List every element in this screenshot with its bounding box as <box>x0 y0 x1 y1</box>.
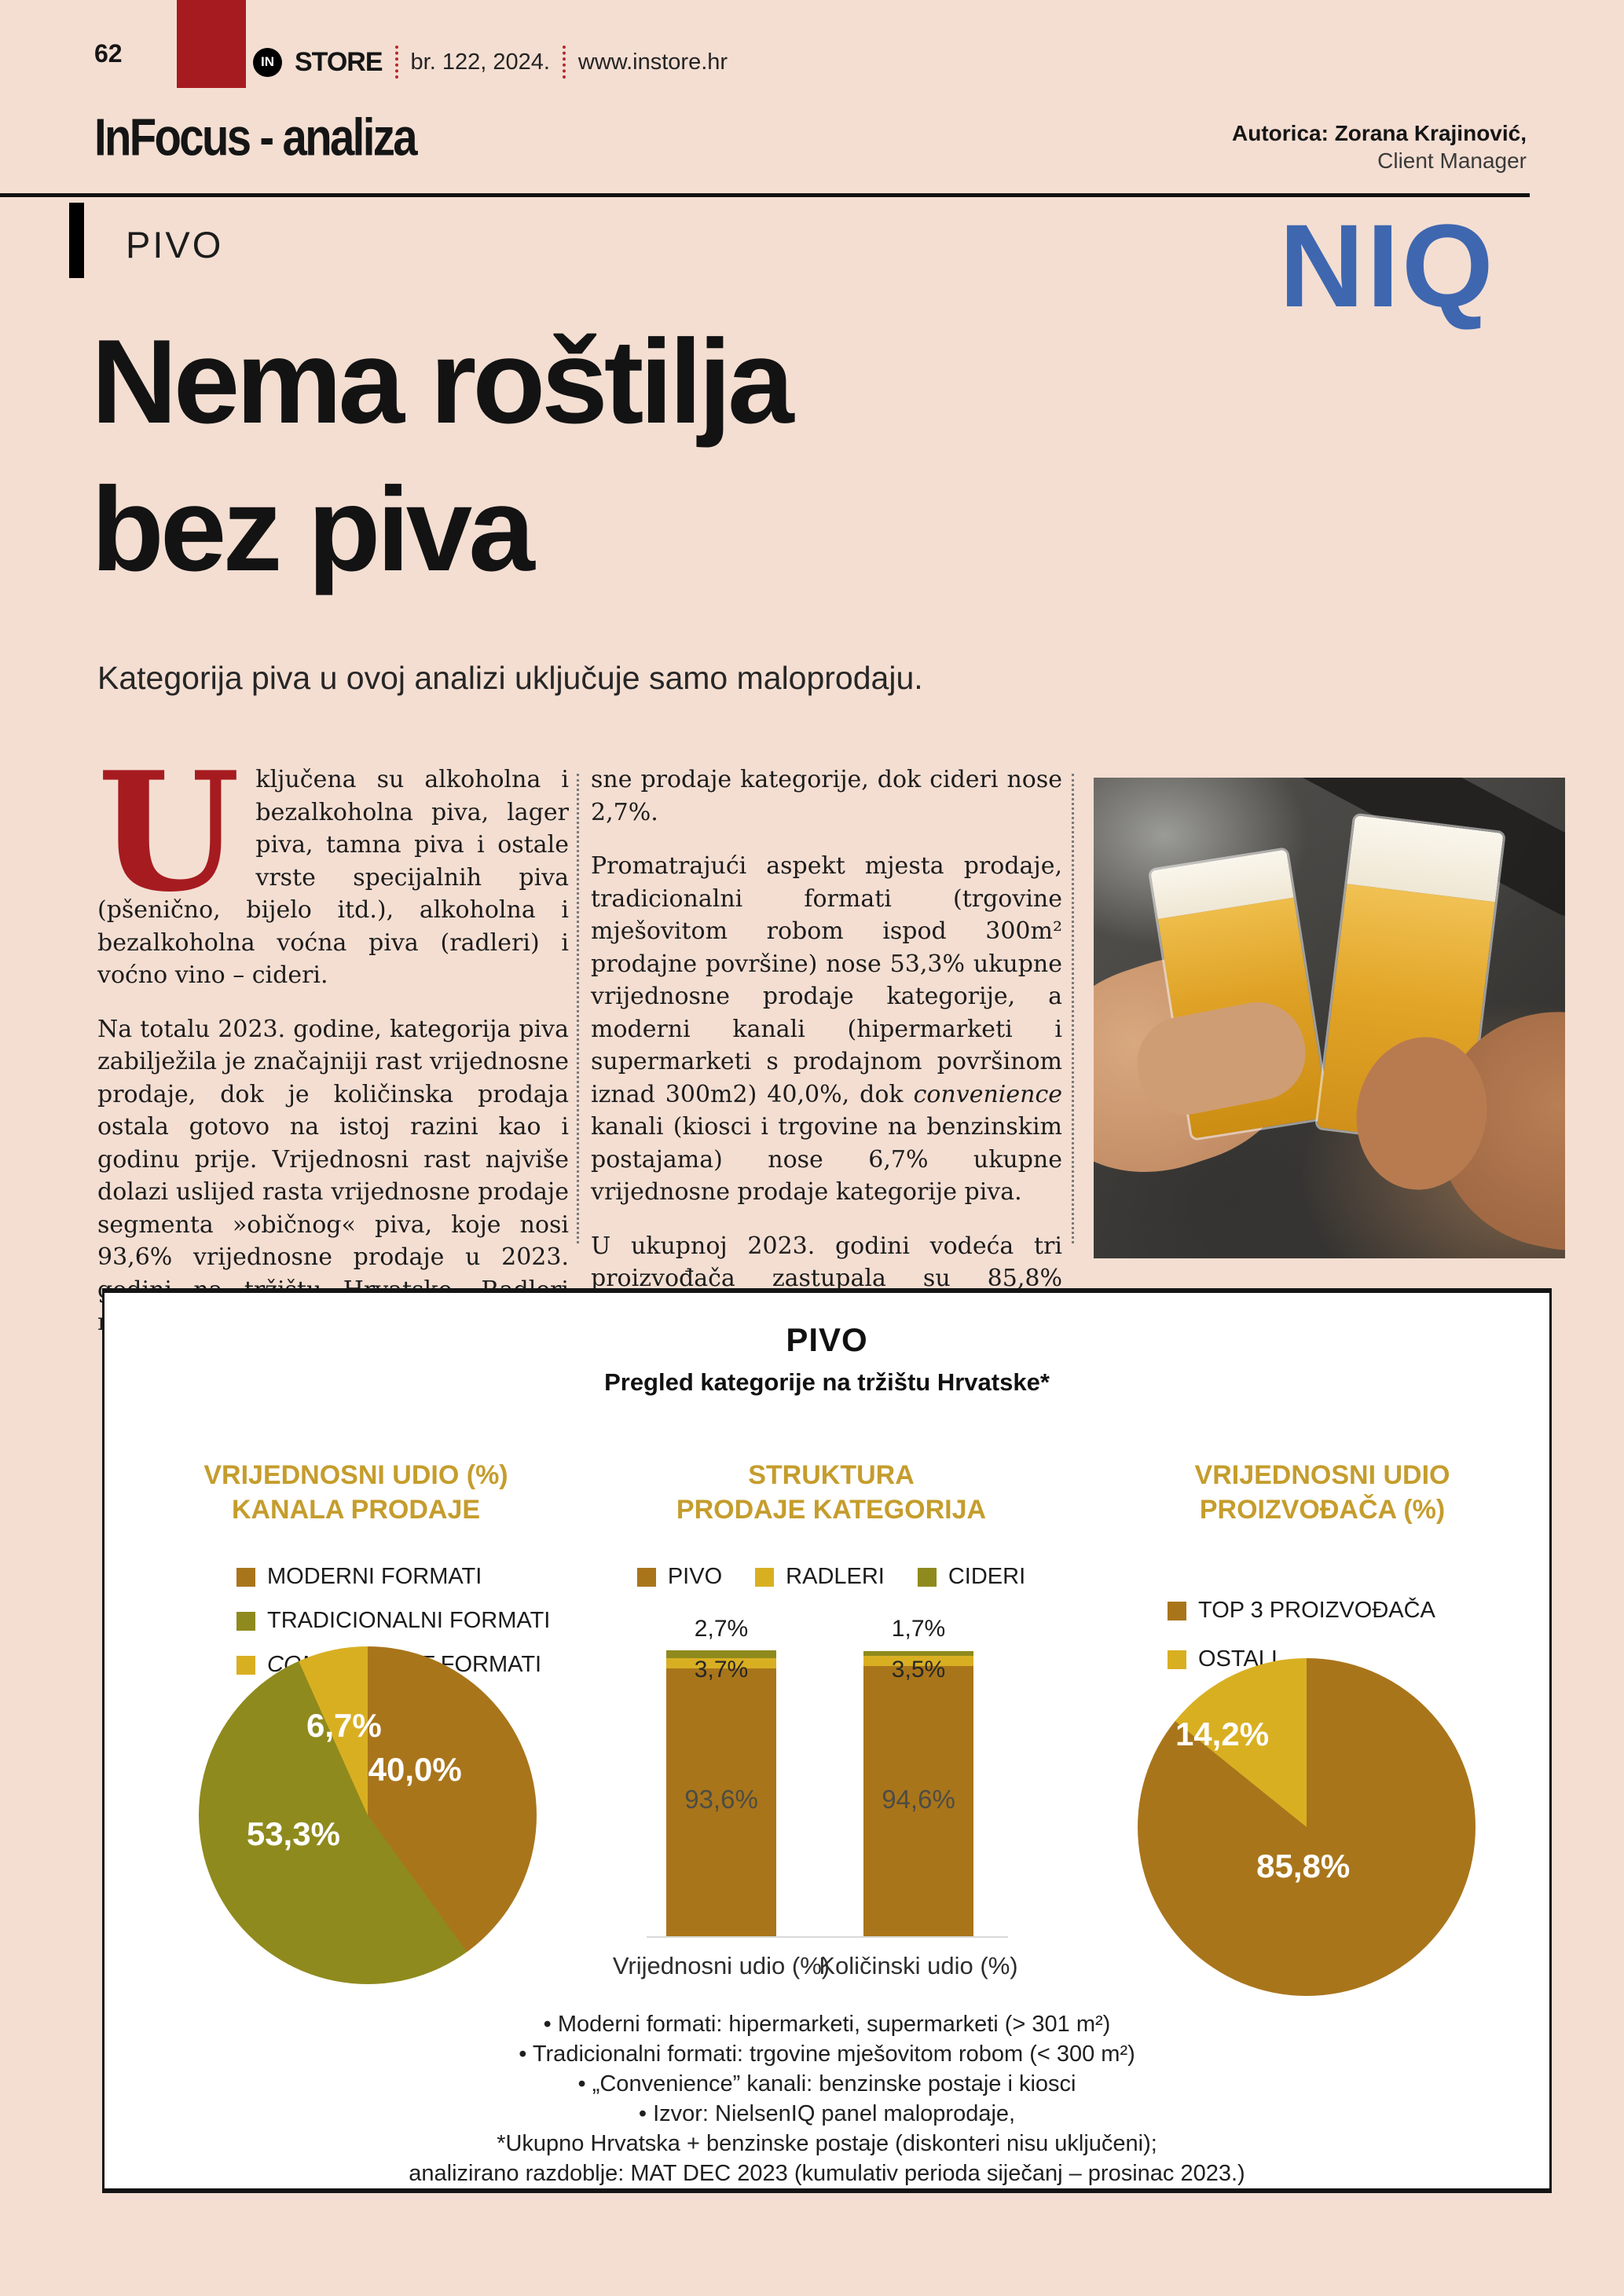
niq-logo: NIQ <box>1279 200 1496 331</box>
paragraph: Promatrajući aspekt mjesta prodaje, trad… <box>591 852 1062 1206</box>
legend-swatch-icon <box>1168 1601 1186 1620</box>
page-title: Nema roštilja bez piva <box>91 308 794 603</box>
legend-item: TRADICIONALNI FORMATI <box>236 1608 550 1634</box>
footnote: analizirano razdoblje: MAT DEC 2023 (kum… <box>409 2161 1245 2186</box>
chart-card-subtitle: Pregled kategorije na tržištu Hrvatske* <box>604 1368 1050 1396</box>
legend-item: TOP 3 PROIZVOĐAČA <box>1168 1598 1435 1624</box>
section-title: InFocus - analiza <box>94 108 418 167</box>
pie-label: 6,7% <box>306 1707 382 1745</box>
bar-label: 3,5% <box>891 1657 946 1683</box>
chart-card-title: PIVO <box>786 1321 868 1358</box>
footnote: • Izvor: NielsenIQ panel maloprodaje, <box>638 2101 1016 2126</box>
header-rule <box>0 193 1530 197</box>
legend-item: PIVO <box>636 1564 722 1590</box>
footnote: *Ukupno Hrvatska + benzinske postaje (di… <box>497 2131 1157 2156</box>
legend-swatch-icon <box>236 1655 255 1675</box>
paragraph: sne prodaje kategorije, dok cideri nose … <box>591 766 1062 826</box>
article-lede: Kategorija piva u ovoj analizi uključuje… <box>97 660 923 696</box>
kicker-bar-icon <box>69 203 84 278</box>
dotted-separator-icon <box>394 46 398 79</box>
legend-swatch-icon <box>1168 1650 1186 1669</box>
bar-category-label: Vrijednosni udio (%) <box>612 1952 830 1979</box>
legend-swatch-icon <box>236 1611 255 1631</box>
masthead: IN STORE br. 122, 2024. www.instore.hr <box>253 44 728 80</box>
issue-number: br. 122, 2024. <box>410 49 550 75</box>
title-line-2: bez piva <box>91 463 535 596</box>
title-line-1: Nema roštilja <box>91 315 794 449</box>
column-divider-icon <box>577 774 579 1243</box>
pie-label: 53,3% <box>246 1815 340 1852</box>
legend-swatch-icon <box>917 1567 937 1587</box>
dotted-separator-icon <box>562 46 566 79</box>
column-divider-icon <box>1072 774 1074 1243</box>
legend-item: CIDERI <box>917 1564 1025 1590</box>
bar-label: 94,6% <box>882 1785 955 1814</box>
author-name: Autorica: Zorana Krajinović, <box>1232 121 1527 145</box>
chart-heading-structure: STRUKTURA PRODAJE KATEGORIJA <box>676 1460 987 1525</box>
pie-label: 85,8% <box>1256 1847 1351 1884</box>
website-link[interactable]: www.instore.hr <box>577 49 728 75</box>
pie-chart-manufacturers: 85,8% 14,2% <box>1138 1658 1476 1996</box>
bar-kolicinski <box>863 1650 973 1936</box>
chart-footnotes: • Moderni formati: hipermarketi, superma… <box>104 2009 1549 2188</box>
pie-chart-channels: 40,0% 53,3% 6,7% <box>199 1646 537 1984</box>
legend-swatch-icon <box>236 1567 255 1587</box>
footnote: • Moderni formati: hipermarketi, superma… <box>543 2012 1111 2037</box>
author-role: Client Manager <box>1377 148 1527 173</box>
pie-label: 14,2% <box>1175 1716 1270 1753</box>
chart-heading-manufacturers: VRIJEDNOSNI UDIO PROIZVOĐAČA (%) <box>1194 1460 1450 1525</box>
pie-label: 40,0% <box>368 1751 462 1789</box>
beer-cheers-photo <box>1094 778 1565 1258</box>
page-number: 62 <box>94 39 123 68</box>
bar-label: 93,6% <box>684 1785 758 1814</box>
bar-label: 3,7% <box>694 1657 749 1683</box>
legend-structure: PIVO RADLERI CIDERI <box>611 1564 1051 1590</box>
legend-item: MODERNI FORMATI <box>236 1564 550 1590</box>
bar-vrijednosni <box>666 1650 776 1936</box>
stacked-bar-chart-structure: 2,7% 3,7% 93,6% 1,7% 3,5% 94,6% Vrijedno… <box>613 1616 1018 1979</box>
chart-heading-channels: VRIJEDNOSNI UDIO (%) KANALA PRODAJE <box>203 1460 508 1525</box>
author-block: Autorica: Zorana Krajinović, Client Mana… <box>898 119 1527 174</box>
footnote: • „Convenience” kanali: benzinske postaj… <box>577 2071 1076 2096</box>
legend-manufacturers: TOP 3 PROIZVOĐAČA OSTALI <box>1168 1598 1435 1672</box>
legend-swatch-icon <box>636 1567 656 1587</box>
footnote: • Tradicionalni formati: trgovine mješov… <box>519 2041 1135 2067</box>
bar-label: 2,7% <box>694 1616 749 1642</box>
legend-item: RADLERI <box>755 1564 885 1590</box>
bar-category-label: Količinski udio (%) <box>819 1952 1018 1979</box>
bar-label: 1,7% <box>891 1616 946 1642</box>
instore-logo-text: STORE <box>295 46 383 77</box>
red-corner-block <box>177 0 246 88</box>
category-kicker: PIVO <box>126 224 224 265</box>
drop-cap: U <box>97 737 240 928</box>
chart-card: PIVO Pregled kategorije na tržištu Hrvat… <box>102 1288 1552 2193</box>
legend-swatch-icon <box>755 1567 775 1587</box>
instore-logo-icon: IN <box>253 47 282 77</box>
